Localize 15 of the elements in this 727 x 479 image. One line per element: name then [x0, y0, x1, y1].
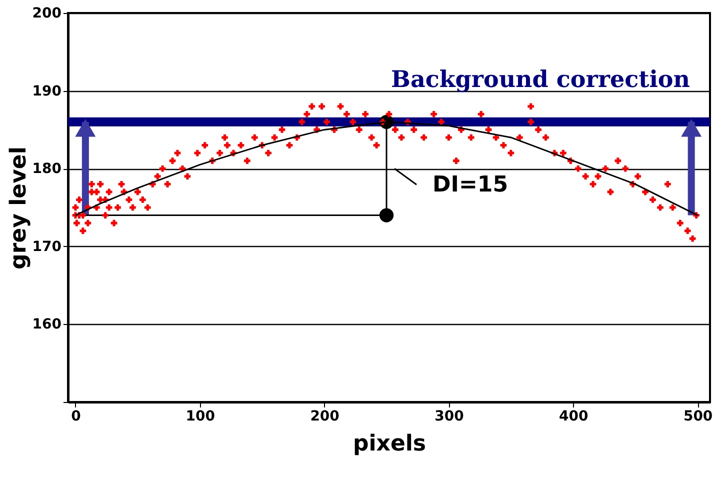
y-tick-label: 180	[32, 161, 62, 178]
x-tick-label: 100	[186, 408, 216, 424]
y-axis-title: grey level	[6, 146, 32, 270]
x-tick-label: 500	[683, 408, 713, 424]
x-tick-label: 300	[434, 408, 464, 424]
x-axis-title: pixels	[352, 432, 426, 456]
y-tick-label: 160	[32, 316, 62, 333]
x-tick-label: 200	[310, 408, 340, 424]
y-tick-label: 200	[32, 6, 62, 22]
y-tick-label: 190	[32, 83, 62, 100]
x-tick-label: 0	[71, 408, 82, 424]
ref-line-label: Background correction	[391, 66, 690, 93]
annotation: DI=15	[432, 172, 508, 198]
y-tick-label: 170	[32, 238, 62, 255]
x-tick-label: 400	[559, 408, 589, 424]
